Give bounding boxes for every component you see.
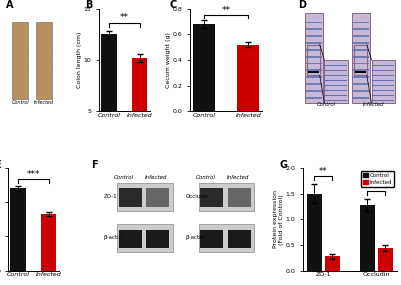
Bar — [307, 194, 322, 271]
Bar — [200, 230, 223, 248]
Bar — [353, 28, 369, 30]
Text: β-actin: β-actin — [104, 235, 123, 240]
Bar — [101, 34, 117, 163]
Bar — [200, 188, 223, 207]
Text: Infected: Infected — [145, 175, 168, 180]
Bar — [325, 80, 347, 81]
Bar — [12, 22, 28, 99]
Bar — [353, 35, 369, 37]
Text: **: ** — [222, 6, 231, 15]
Bar — [353, 97, 369, 99]
Bar — [306, 62, 322, 64]
Y-axis label: Colon length (cm): Colon length (cm) — [77, 32, 82, 88]
Text: C: C — [170, 0, 177, 10]
Bar — [373, 70, 394, 71]
Bar — [373, 85, 394, 86]
Bar — [353, 76, 369, 78]
Text: Control: Control — [113, 175, 134, 180]
Bar — [325, 99, 347, 101]
Bar — [119, 230, 142, 248]
Text: A: A — [6, 0, 13, 10]
Bar — [306, 97, 322, 99]
Bar — [353, 49, 369, 51]
Bar — [10, 188, 26, 271]
Bar — [373, 75, 394, 76]
Bar — [306, 83, 322, 85]
Bar — [117, 183, 172, 211]
Text: Occludin: Occludin — [186, 194, 209, 199]
Bar — [353, 56, 369, 58]
Bar — [306, 44, 320, 76]
Bar — [325, 70, 347, 71]
Text: F: F — [91, 160, 97, 170]
Bar — [353, 62, 369, 64]
Bar — [354, 44, 367, 76]
Bar — [325, 256, 340, 271]
Text: D: D — [298, 0, 306, 10]
Bar — [193, 24, 215, 111]
Bar — [353, 69, 369, 71]
Bar — [373, 99, 394, 101]
Bar — [353, 42, 369, 44]
Bar — [353, 90, 369, 92]
Bar — [36, 22, 52, 99]
Text: Control: Control — [11, 100, 29, 105]
Bar — [353, 22, 369, 23]
Y-axis label: Protein expression
(Fold of Control): Protein expression (Fold of Control) — [273, 190, 284, 248]
Bar — [199, 225, 254, 252]
Bar — [306, 49, 322, 51]
Text: ZO-1: ZO-1 — [104, 194, 117, 199]
Bar — [117, 225, 172, 252]
Bar — [373, 95, 394, 96]
Bar — [352, 13, 370, 103]
Bar — [119, 188, 142, 207]
Bar — [324, 60, 348, 103]
Text: G: G — [279, 160, 287, 170]
Text: B: B — [85, 0, 92, 10]
Bar — [306, 69, 322, 71]
Text: **: ** — [372, 181, 381, 190]
Bar — [306, 42, 322, 44]
Bar — [146, 230, 169, 248]
Bar — [199, 183, 254, 211]
Y-axis label: Cecum weight (g): Cecum weight (g) — [166, 32, 171, 88]
Bar — [373, 65, 394, 66]
Bar — [325, 65, 347, 66]
Bar — [306, 56, 322, 58]
Legend: Control, Infected: Control, Infected — [361, 171, 394, 187]
Bar — [353, 83, 369, 85]
Text: Infected: Infected — [363, 102, 384, 107]
Bar — [41, 214, 57, 271]
Bar — [372, 60, 395, 103]
Bar — [132, 58, 148, 163]
Bar — [305, 13, 322, 103]
Bar — [228, 188, 251, 207]
Bar — [325, 95, 347, 96]
Bar — [325, 75, 347, 76]
Bar — [306, 90, 322, 92]
Bar — [146, 188, 169, 207]
Text: Infected: Infected — [227, 175, 249, 180]
Bar — [325, 89, 347, 91]
Text: β-actin: β-actin — [186, 235, 205, 240]
Bar — [228, 230, 251, 248]
Bar — [360, 205, 375, 271]
Text: Control: Control — [195, 175, 215, 180]
Text: ***: *** — [26, 170, 40, 179]
Bar — [378, 248, 393, 271]
Text: **: ** — [319, 167, 328, 176]
Bar — [373, 80, 394, 81]
Bar — [306, 76, 322, 78]
Bar — [237, 44, 259, 111]
Bar — [306, 35, 322, 37]
Bar — [306, 22, 322, 23]
Text: **: ** — [120, 13, 129, 23]
Text: Control: Control — [317, 102, 336, 107]
Text: Infected: Infected — [34, 100, 54, 105]
Bar — [373, 89, 394, 91]
Bar — [325, 85, 347, 86]
Bar — [306, 28, 322, 30]
